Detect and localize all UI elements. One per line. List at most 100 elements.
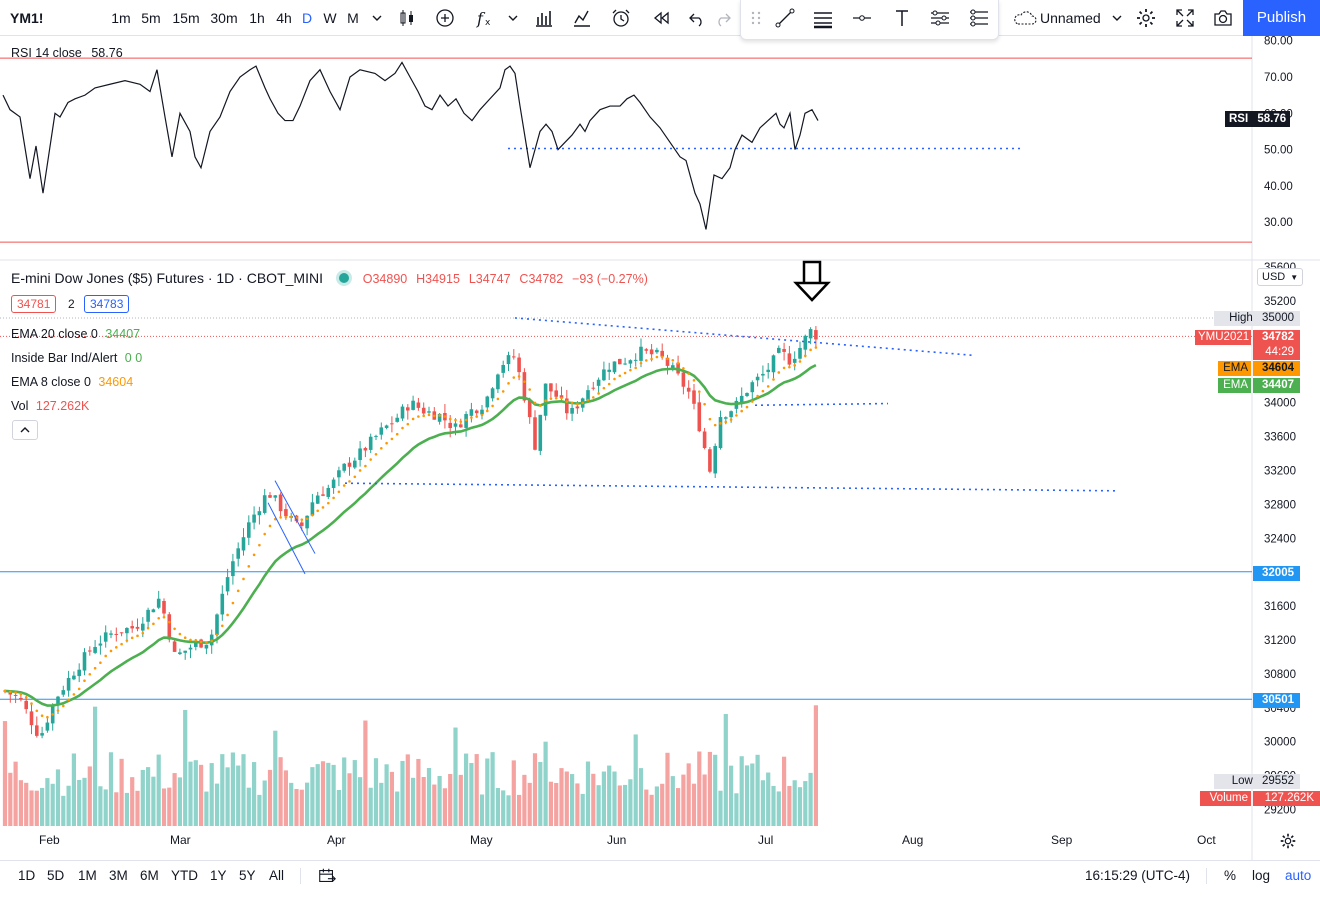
volume-bar xyxy=(305,782,310,826)
volume-bar xyxy=(432,784,437,826)
gear-icon[interactable] xyxy=(1135,7,1157,29)
range-all[interactable]: All xyxy=(269,868,285,883)
chevron-down-icon[interactable] xyxy=(502,7,524,29)
volume-bar xyxy=(220,754,225,826)
volume-bar xyxy=(61,795,66,826)
drag-handle-icon[interactable] xyxy=(745,7,767,29)
ema8-dot xyxy=(597,392,600,395)
ema8-dot xyxy=(40,714,44,718)
add-indicator-icon[interactable] xyxy=(434,7,456,29)
ema20-axis-label: EMA xyxy=(1218,378,1251,393)
line-style-icon[interactable] xyxy=(812,7,834,29)
volume-bar xyxy=(87,766,92,826)
object-tree-icon[interactable] xyxy=(968,7,990,29)
undo-icon[interactable] xyxy=(686,7,708,29)
range-5d[interactable]: 5D xyxy=(47,868,65,883)
candle-body xyxy=(204,644,209,649)
range-1m[interactable]: 1M xyxy=(78,868,97,883)
ema8-dot xyxy=(130,636,134,640)
indicator-legend-ema8[interactable]: EMA 8 close 0 34604 xyxy=(11,375,133,389)
interval-1h[interactable]: 1h xyxy=(249,10,265,26)
sell-price-button[interactable]: 34781 xyxy=(11,295,57,313)
bar-countdown: 44:29 xyxy=(1253,345,1300,360)
range-low-line[interactable] xyxy=(754,402,889,407)
horizontal-line-icon[interactable] xyxy=(851,7,873,29)
candle-body xyxy=(437,413,442,422)
arrow-down-icon[interactable] xyxy=(793,260,831,302)
interval-15m[interactable]: 15m xyxy=(172,10,200,26)
interval-30m[interactable]: 30m xyxy=(210,10,238,26)
clock-time[interactable]: 16:15:29 (UTC-4) xyxy=(1085,868,1191,883)
go-to-date-icon[interactable] xyxy=(317,866,337,886)
symbol-search[interactable]: YM1! xyxy=(10,10,44,26)
ema8-dot xyxy=(655,355,659,359)
upper-trendline[interactable] xyxy=(514,317,973,357)
low-price-tag: Low 29552 xyxy=(1214,774,1300,789)
interval-d[interactable]: D xyxy=(301,10,313,26)
ema8-dot xyxy=(67,698,70,702)
ema8-dot xyxy=(247,565,251,568)
ema8-dot xyxy=(433,414,436,418)
chevron-down-icon[interactable] xyxy=(1106,7,1128,29)
range-6m[interactable]: 6M xyxy=(140,868,159,883)
candles-icon[interactable] xyxy=(396,7,418,29)
interval-5m[interactable]: 5m xyxy=(141,10,161,26)
chevron-down-icon[interactable] xyxy=(366,7,388,29)
ema8-dot xyxy=(342,484,346,487)
publish-button[interactable]: Publish xyxy=(1243,0,1320,36)
candle-body xyxy=(77,669,81,677)
cloud-icon[interactable] xyxy=(1012,7,1038,29)
buy-price-button[interactable]: 34783 xyxy=(84,295,130,313)
channel-line[interactable] xyxy=(267,502,306,575)
ema8-dot xyxy=(576,402,579,406)
trend-line-icon[interactable] xyxy=(774,7,796,29)
range-1y[interactable]: 1Y xyxy=(210,868,227,883)
last-price-tag: 34782 xyxy=(1253,330,1300,345)
log-toggle[interactable]: log xyxy=(1252,868,1271,883)
high-label: High xyxy=(1229,312,1253,324)
volume-bar xyxy=(98,786,103,826)
volume-bar xyxy=(744,765,750,826)
indicator-legend-ema20[interactable]: EMA 20 close 0 34407 xyxy=(11,327,140,341)
interval-m[interactable]: M xyxy=(347,10,359,26)
range-3m[interactable]: 3M xyxy=(109,868,128,883)
auto-toggle[interactable]: auto xyxy=(1285,868,1312,883)
channel-line[interactable] xyxy=(274,480,316,554)
layout-name[interactable]: Unnamed xyxy=(1040,10,1101,26)
indicator-legend-volume[interactable]: Vol 127.262K xyxy=(11,399,89,413)
range-5y[interactable]: 5Y xyxy=(239,868,256,883)
drawings[interactable] xyxy=(267,260,1119,575)
redo-icon[interactable] xyxy=(712,7,734,29)
candle-body xyxy=(146,609,150,622)
alert-clock-icon[interactable] xyxy=(610,7,632,29)
percent-toggle[interactable]: % xyxy=(1224,868,1237,883)
ema8-dot xyxy=(162,615,166,619)
financials-icon[interactable] xyxy=(533,7,555,29)
text-icon[interactable] xyxy=(891,7,913,29)
range-ytd[interactable]: YTD xyxy=(171,868,198,883)
replay-icon[interactable] xyxy=(650,7,672,29)
candle-body xyxy=(782,349,786,352)
gear-icon[interactable] xyxy=(1278,831,1298,851)
volume-bar xyxy=(538,761,543,826)
interval-4h[interactable]: 4h xyxy=(276,10,292,26)
settings-sliders-icon[interactable] xyxy=(929,7,951,29)
currency-selector[interactable]: USD ▼ xyxy=(1257,268,1303,286)
lower-trendline[interactable] xyxy=(344,482,1119,492)
volume-bars xyxy=(2,705,818,826)
ema8-dot xyxy=(348,480,351,483)
indicator-legend-inside-bar[interactable]: Inside Bar Ind/Alert 0 0 xyxy=(11,351,142,365)
horizontal-lines[interactable] xyxy=(0,317,1252,700)
interval-1m[interactable]: 1m xyxy=(111,10,131,26)
fullscreen-icon[interactable] xyxy=(1174,7,1196,29)
range-1d[interactable]: 1D xyxy=(18,868,36,883)
ema8-dot xyxy=(226,613,229,617)
camera-icon[interactable] xyxy=(1212,7,1234,29)
volume-bar xyxy=(156,754,161,826)
compare-icon[interactable] xyxy=(571,7,593,29)
collapse-legend-button[interactable] xyxy=(12,420,38,440)
volume-bar xyxy=(495,788,500,826)
interval-w[interactable]: W xyxy=(323,10,337,26)
